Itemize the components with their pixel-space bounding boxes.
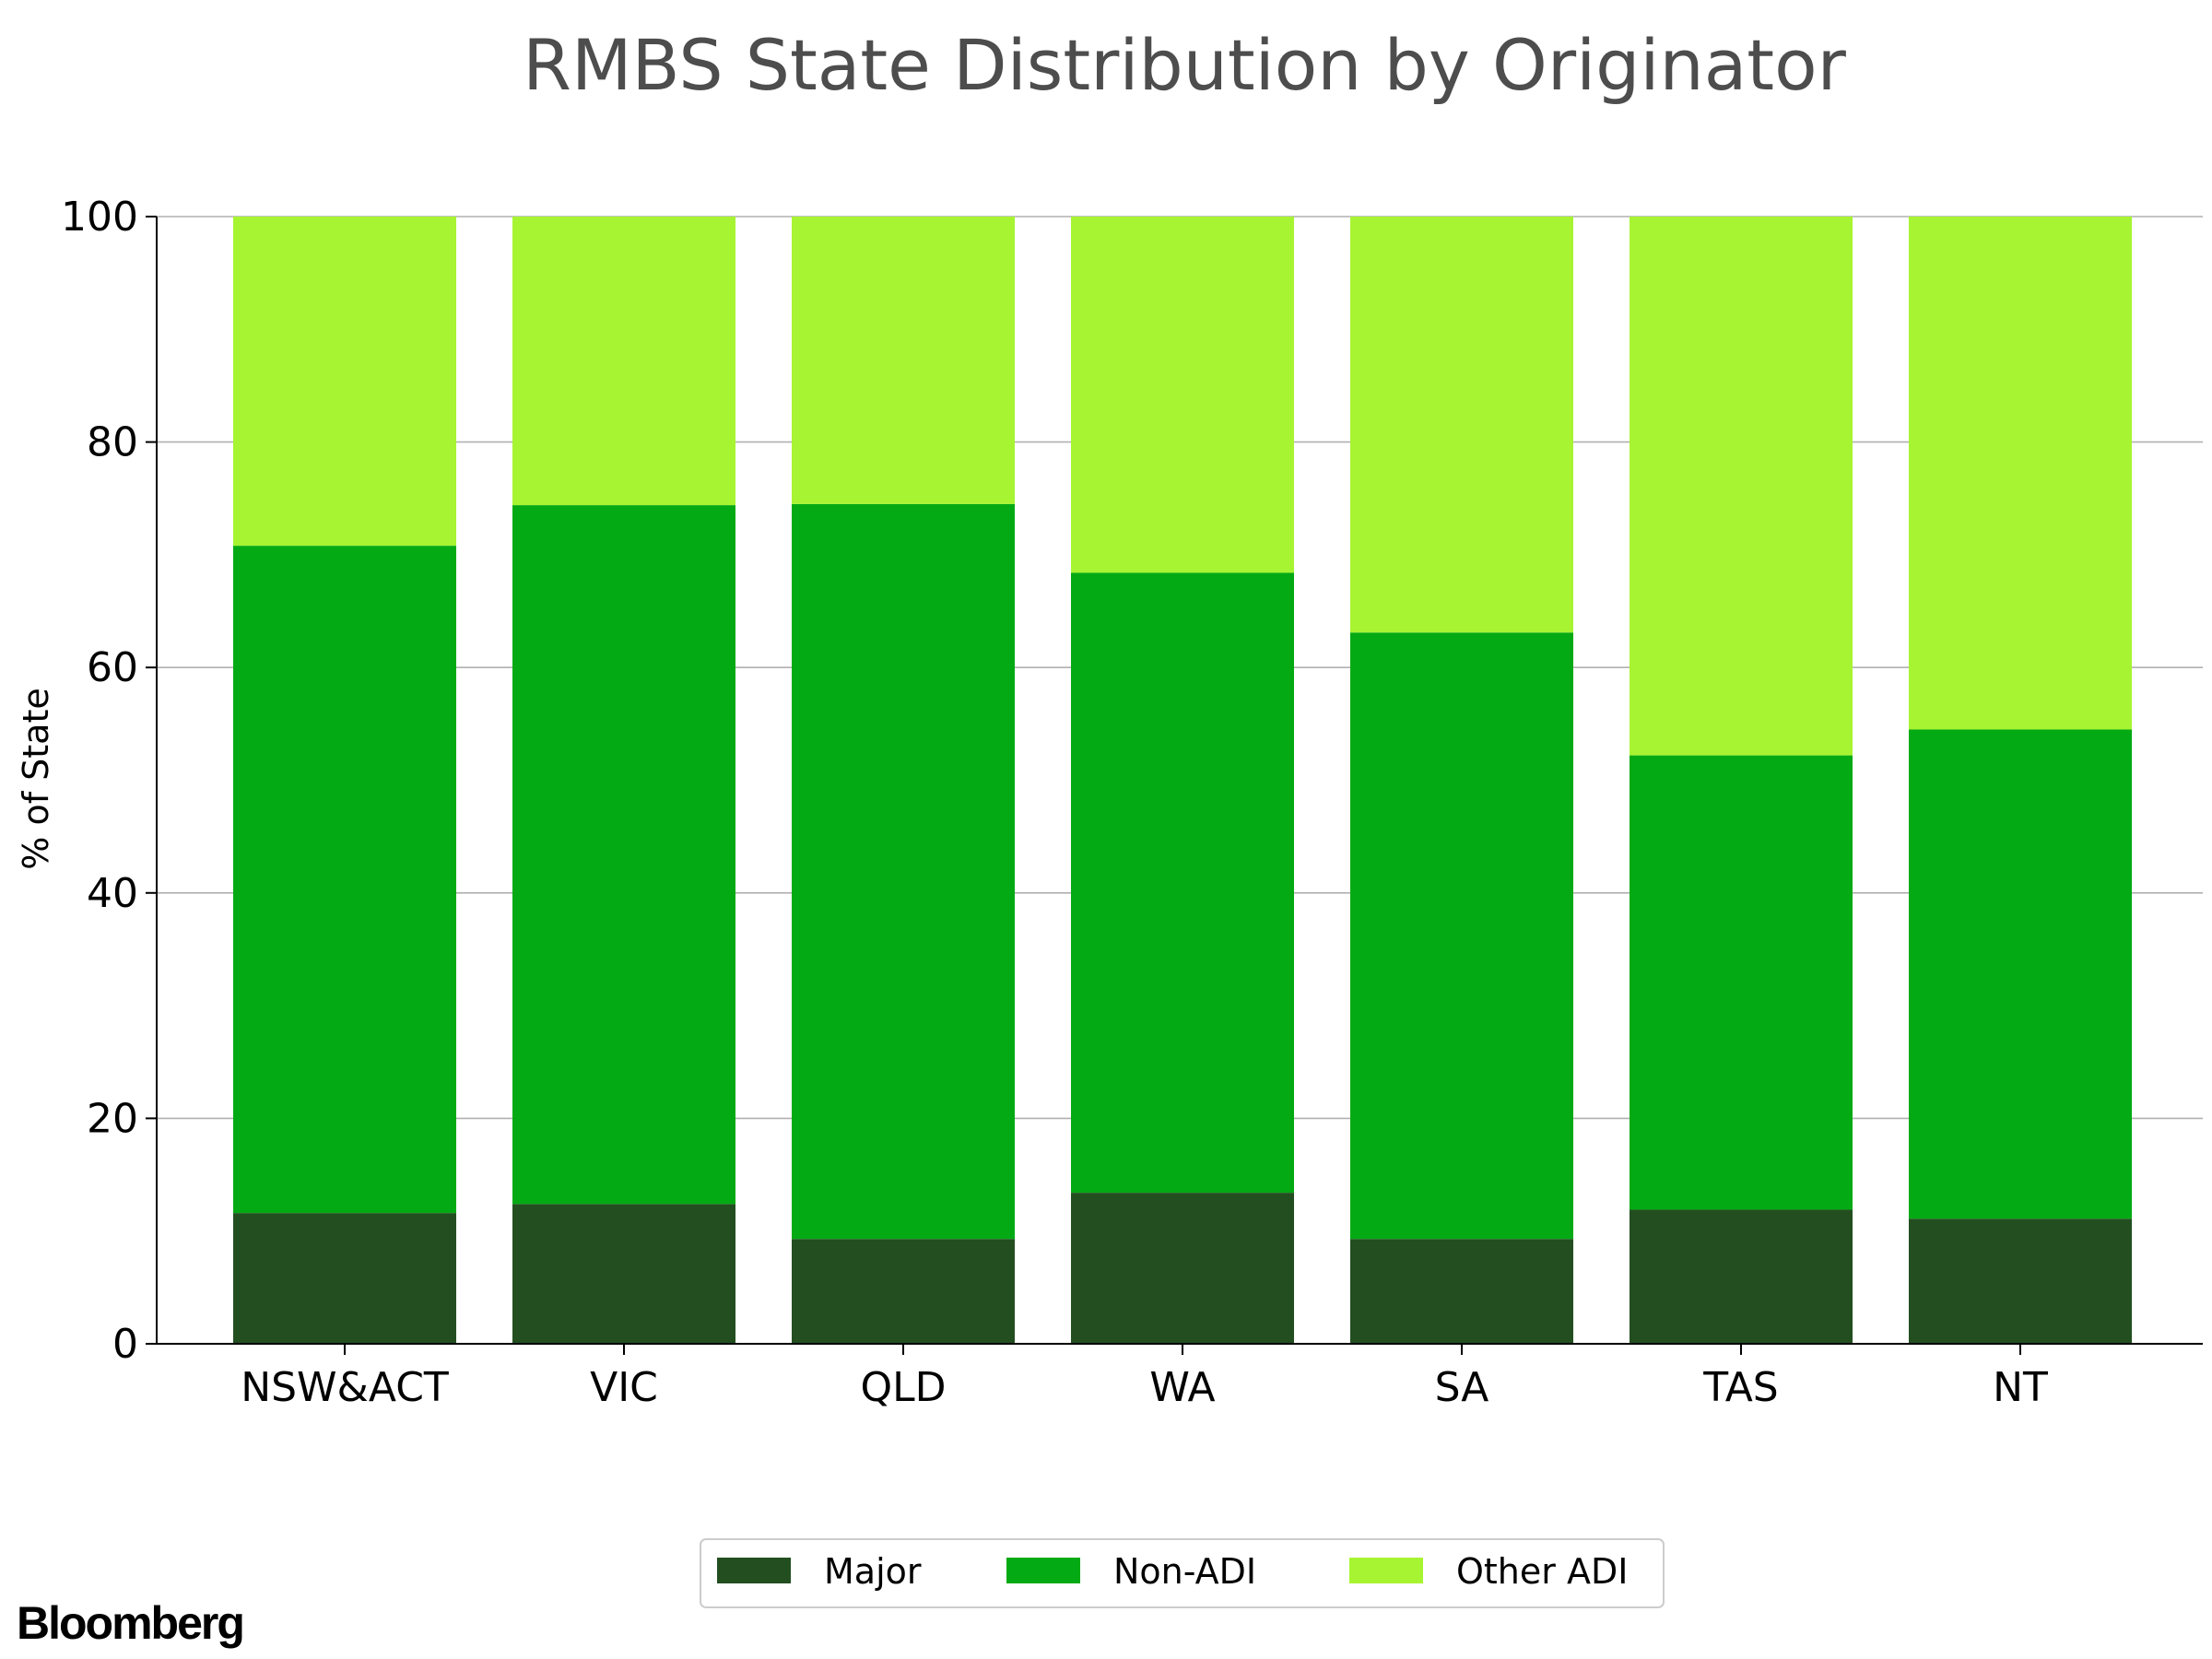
legend: Major Non-ADI Other ADI [700, 1538, 1665, 1608]
x-tick-label: SA [1435, 1364, 1489, 1411]
bar-major [1909, 1218, 2132, 1344]
bar-other-adi [233, 217, 456, 547]
legend-swatch [1349, 1558, 1423, 1583]
bar-non-adi [512, 505, 735, 1205]
bar-non-adi [1071, 572, 1294, 1194]
legend-label: Other ADI [1456, 1551, 1628, 1592]
y-tick-label: 100 [61, 194, 138, 241]
bar-stack-nt [1909, 217, 2132, 1344]
legend-swatch [717, 1558, 791, 1583]
y-tick-label: 60 [87, 644, 138, 691]
bar-non-adi [1630, 755, 1853, 1210]
axes [156, 217, 2203, 1345]
legend-box [700, 1538, 1665, 1608]
bar-other-adi [1071, 217, 1294, 573]
bar-non-adi [1350, 632, 1573, 1240]
bar-other-adi [1630, 217, 1853, 756]
x-tick-label: WA [1149, 1364, 1215, 1411]
bar-other-adi [1909, 217, 2132, 730]
bar-non-adi [792, 503, 1015, 1240]
bar-other-adi [1350, 217, 1573, 633]
bar-stack-sa [1350, 217, 1573, 1344]
bar-stack-wa [1071, 217, 1294, 1344]
x-tick-label: NSW&ACT [241, 1364, 449, 1411]
chart-title: RMBS State Distribution by Originator [523, 24, 1846, 106]
x-tick-label: QLD [860, 1364, 946, 1411]
bar-stack-tas [1630, 217, 1853, 1344]
legend-label: Non-ADI [1113, 1551, 1256, 1592]
bar-stacks [233, 217, 2132, 1344]
bar-major [233, 1213, 456, 1344]
y-tick-label: 0 [112, 1321, 138, 1368]
legend-swatch [1006, 1558, 1080, 1583]
x-tick-label: NT [1993, 1364, 2048, 1411]
bar-non-adi [233, 546, 456, 1214]
bar-major [1630, 1209, 1853, 1344]
x-tick-label: VIC [590, 1364, 658, 1411]
bar-stack-nsw-act [233, 217, 456, 1344]
y-tick-label: 80 [87, 419, 138, 466]
y-tick-label: 40 [87, 870, 138, 917]
bar-stack-qld [792, 217, 1015, 1344]
y-tick-label: 20 [87, 1095, 138, 1142]
y-axis-ticks: 0 20 40 60 80 100 [61, 194, 157, 1368]
bloomberg-logo: Bloomberg [17, 1597, 243, 1649]
bar-major [512, 1204, 735, 1344]
x-axis-ticks: NSW&ACT VIC QLD WA SA TAS NT [241, 1344, 2048, 1411]
legend-label: Major [824, 1551, 922, 1592]
bar-major [1071, 1193, 1294, 1344]
bar-stack-vic [512, 217, 735, 1344]
bar-non-adi [1909, 729, 2132, 1219]
y-axis-label: % of State [16, 688, 56, 869]
bar-other-adi [512, 217, 735, 506]
bar-major [792, 1239, 1015, 1344]
bar-other-adi [792, 217, 1015, 504]
bar-major [1350, 1239, 1573, 1344]
x-tick-label: TAS [1702, 1364, 1779, 1411]
